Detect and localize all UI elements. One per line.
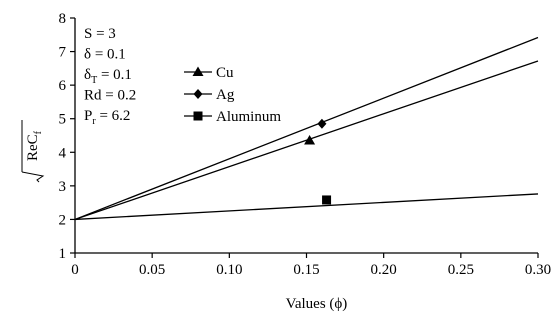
- parameter-label: δ = 0.1: [84, 47, 126, 63]
- y-tick-label: 8: [59, 11, 67, 27]
- series-line-aluminum: [74, 193, 539, 221]
- series-line-ag: [74, 36, 539, 221]
- y-tick-label: 1: [59, 246, 67, 262]
- parameter-label: δT = 0.1: [84, 67, 132, 86]
- series-line-cu: [74, 60, 539, 221]
- x-axis-title: Values (ϕ): [286, 296, 348, 312]
- parameter-block: S = 3 δ = 0.1 δT = 0.1 Rd = 0.2 Pr = 6.2: [84, 26, 136, 127]
- legend-marker-cu: [192, 66, 204, 76]
- legend-marker-ag: [193, 89, 203, 99]
- x-tick-label: 0.30: [525, 262, 551, 278]
- series-marker-cu: [304, 135, 316, 145]
- y-tick-label: 6: [59, 78, 67, 94]
- y-axis-title: ReCf: [21, 120, 45, 183]
- axes: 0 0.05 0.10 0.15 0.20 0.25 0.30 1 2 3 4 5 6 7 8: [59, 11, 552, 278]
- parameter-label: Rd = 0.2: [84, 88, 136, 104]
- legend: Cu Ag Aluminum: [184, 65, 281, 125]
- y-tick-label: 3: [59, 179, 67, 195]
- y-tick-label: 2: [59, 212, 67, 228]
- series-layer: [74, 36, 539, 221]
- y-axis-title-text: ReCf: [25, 130, 44, 161]
- series-marker-aluminum: [322, 195, 332, 205]
- x-tick-label: 0.05: [139, 262, 165, 278]
- radical-sign: [21, 171, 45, 183]
- parameter-label: Pr = 6.2: [84, 108, 130, 127]
- legend-label-aluminum: Aluminum: [216, 109, 281, 125]
- series-marker-ag: [317, 118, 327, 129]
- parameter-label: S = 3: [84, 26, 116, 42]
- y-tick-label: 7: [59, 45, 67, 61]
- x-tick-label: 0.25: [448, 262, 474, 278]
- x-tick-label: 0.10: [216, 262, 242, 278]
- y-tick-label: 5: [59, 112, 67, 128]
- legend-marker-aluminum: [193, 111, 203, 121]
- legend-label-ag: Ag: [216, 87, 235, 103]
- x-tick-label: 0.15: [293, 262, 319, 278]
- x-tick-label: 0: [71, 262, 79, 278]
- x-tick-label: 0.20: [371, 262, 397, 278]
- legend-label-cu: Cu: [216, 65, 234, 81]
- y-tick-label: 4: [59, 145, 67, 161]
